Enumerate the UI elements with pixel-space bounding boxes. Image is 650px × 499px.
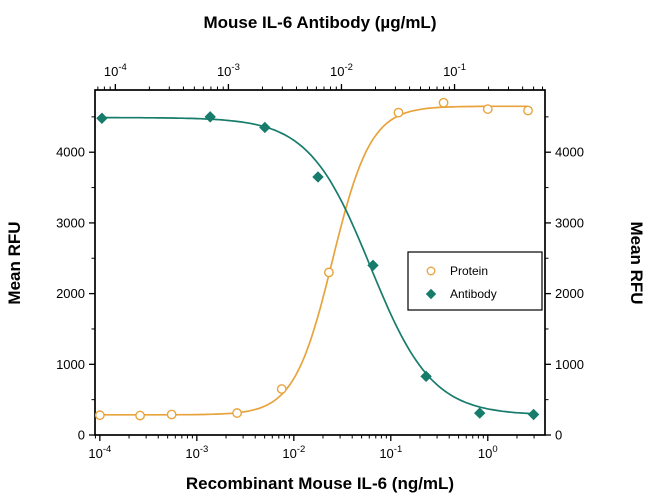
left-tick-label: 3000 <box>56 215 85 230</box>
bottom-tick-label: 10-4 <box>88 444 111 461</box>
right-tick-label: 3000 <box>555 215 584 230</box>
legend-label-protein: Protein <box>450 264 488 278</box>
legend-marker-protein <box>426 266 436 276</box>
plot-border <box>94 89 546 436</box>
antibody-data-point <box>420 370 432 383</box>
bottom-tick-label: 10-2 <box>282 444 305 461</box>
antibody-data-point <box>367 259 379 272</box>
antibody-data-point <box>96 112 108 124</box>
top-tick-label: 10-1 <box>443 62 466 79</box>
protein-data-point <box>232 408 242 418</box>
bottom-tick-label: 10-3 <box>185 444 208 461</box>
right-tick-label: 0 <box>555 428 562 443</box>
protein-data-point <box>135 410 145 421</box>
protein-data-point <box>94 410 105 421</box>
bottom-tick-label: 10-1 <box>379 444 402 461</box>
antibody-data-point <box>312 171 324 183</box>
left-tick-label: 2000 <box>56 286 85 301</box>
left-tick-label: 4000 <box>56 145 85 160</box>
antibody-fit-curve <box>101 116 534 415</box>
legend-label-antibody: Antibody <box>450 287 497 301</box>
top-tick-label: 10-4 <box>104 62 127 79</box>
chart-generated-layer: 10-4 10-3 10-2 10-1 100 10-4 10-3 10-2 10-1 0 0 100… <box>56 62 584 461</box>
legend-box <box>407 251 543 311</box>
top-axis-title: Mouse IL-6 Antibody (µg/mL) <box>204 13 437 32</box>
left-tick-label: 0 <box>78 428 85 443</box>
protein-data-point <box>166 409 177 420</box>
antibody-data-point <box>527 408 540 421</box>
legend-marker-antibody <box>425 288 437 300</box>
right-tick-label: 4000 <box>555 145 584 160</box>
antibody-data-point <box>259 121 271 134</box>
protein-data-point <box>438 97 449 108</box>
bottom-tick-label: 100 <box>478 444 498 461</box>
right-tick-label: 1000 <box>555 357 584 372</box>
right-axis-title: Mean RFU <box>627 221 646 304</box>
protein-data-point <box>323 267 334 278</box>
right-tick-label: 2000 <box>555 286 584 301</box>
antibody-data-point <box>474 407 486 419</box>
bottom-axis-title: Recombinant Mouse IL-6 (ng/mL) <box>186 474 454 493</box>
antibody-data-point <box>204 111 216 123</box>
protein-data-point <box>393 107 404 118</box>
protein-data-point <box>482 104 493 114</box>
top-tick-label: 10-2 <box>330 62 353 79</box>
protein-data-point <box>523 105 533 116</box>
left-axis-title: Mean RFU <box>5 221 24 304</box>
left-tick-label: 1000 <box>56 357 85 372</box>
top-tick-label: 10-3 <box>217 62 240 79</box>
protein-data-point <box>276 384 287 394</box>
